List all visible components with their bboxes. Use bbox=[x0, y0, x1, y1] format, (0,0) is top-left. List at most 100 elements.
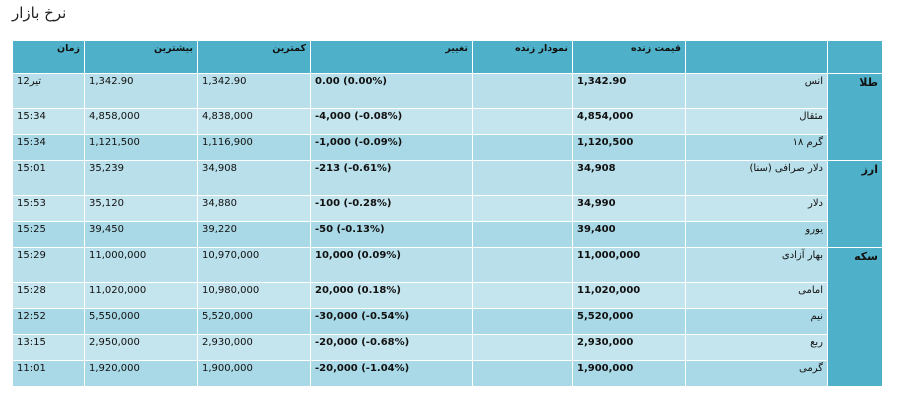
max-value-text: 1,920,000 bbox=[89, 363, 140, 374]
change-value: -20,000 (-0.68%) bbox=[310, 334, 473, 361]
live-price-text: 39,400 bbox=[577, 224, 616, 235]
time-value-text: 15:01 bbox=[17, 163, 46, 174]
max-value-text: 5,550,000 bbox=[89, 311, 140, 322]
live-price: 11,000,000 bbox=[572, 247, 686, 283]
item-name: نیم bbox=[685, 308, 828, 335]
max-value-text: 11,000,000 bbox=[89, 250, 147, 261]
item-name-text: نیم bbox=[810, 311, 823, 322]
header-group bbox=[827, 40, 883, 74]
item-name-text: گرمی bbox=[799, 363, 823, 374]
max-value-text: 4,858,000 bbox=[89, 111, 140, 122]
time-value: 13:15 bbox=[12, 334, 85, 361]
time-value-text: 15:29 bbox=[17, 250, 46, 261]
live-chart bbox=[472, 247, 573, 283]
live-chart bbox=[472, 282, 573, 309]
table-row: مثقال 4,854,000 -4,000 (-0.08%) 4,838,000 4,… bbox=[12, 108, 883, 135]
change-value-text: 20,000 (0.18%) bbox=[315, 285, 401, 296]
max-value: 11,000,000 bbox=[84, 247, 198, 283]
item-name: یورو bbox=[685, 221, 828, 248]
change-value-text: -4,000 (-0.08%) bbox=[315, 111, 403, 122]
header-max: بیشترین bbox=[84, 40, 198, 74]
header-name bbox=[685, 40, 828, 74]
time-value-text: 15:34 bbox=[17, 137, 46, 148]
max-value: 1,121,500 bbox=[84, 134, 198, 161]
time-value: 12تیر bbox=[12, 73, 85, 109]
group-label: ارز bbox=[827, 160, 883, 248]
min-value: 39,220 bbox=[197, 221, 311, 248]
time-value-text: 13:15 bbox=[17, 337, 46, 348]
header-min: کمترین bbox=[197, 40, 311, 74]
change-value-text: -50 (-0.13%) bbox=[315, 224, 385, 235]
change-value-text: -20,000 (-0.68%) bbox=[315, 337, 410, 348]
change-value: -20,000 (-1.04%) bbox=[310, 360, 473, 387]
change-value: -50 (-0.13%) bbox=[310, 221, 473, 248]
time-value: 15:53 bbox=[12, 195, 85, 222]
live-chart bbox=[472, 334, 573, 361]
live-price-text: 11,000,000 bbox=[577, 250, 641, 261]
max-value-text: 11,020,000 bbox=[89, 285, 147, 296]
table-row: گرمی 1,900,000 -20,000 (-1.04%) 1,900,000 1,… bbox=[12, 360, 883, 387]
max-value-text: 35,239 bbox=[89, 163, 124, 174]
live-chart bbox=[472, 360, 573, 387]
item-name-text: بهار آزادی bbox=[781, 250, 823, 261]
live-price: 5,520,000 bbox=[572, 308, 686, 335]
max-value: 4,858,000 bbox=[84, 108, 198, 135]
live-price-text: 2,930,000 bbox=[577, 337, 634, 348]
max-value: 1,342.90 bbox=[84, 73, 198, 109]
live-price-text: 1,120,500 bbox=[577, 137, 634, 148]
min-value: 10,980,000 bbox=[197, 282, 311, 309]
min-value-text: 2,930,000 bbox=[202, 337, 253, 348]
change-value: -1,000 (-0.09%) bbox=[310, 134, 473, 161]
page-title: نرخ بازار bbox=[12, 4, 67, 22]
item-name-text: یورو bbox=[805, 224, 823, 235]
max-value: 35,239 bbox=[84, 160, 198, 196]
max-value: 1,920,000 bbox=[84, 360, 198, 387]
table-body: طلا انس 1,342.90 0.00 (0.00%) 1,342.90 1,342.… bbox=[12, 73, 883, 387]
header-row: قیمت زنده نمودار زنده تغییر کمترین بیشتر… bbox=[12, 40, 883, 74]
item-name: دلار صرافی (سنا) bbox=[685, 160, 828, 196]
min-value-text: 1,342.90 bbox=[202, 76, 247, 87]
time-value: 15:29 bbox=[12, 247, 85, 283]
table-row: گرم ۱۸ 1,120,500 -1,000 (-0.09%) 1,116,900 1… bbox=[12, 134, 883, 161]
min-value-text: 4,838,000 bbox=[202, 111, 253, 122]
change-value: -4,000 (-0.08%) bbox=[310, 108, 473, 135]
item-name: امامی bbox=[685, 282, 828, 309]
item-name-text: امامی bbox=[798, 285, 823, 296]
item-name: بهار آزادی bbox=[685, 247, 828, 283]
min-value-text: 10,970,000 bbox=[202, 250, 260, 261]
max-value: 11,020,000 bbox=[84, 282, 198, 309]
live-chart bbox=[472, 134, 573, 161]
change-value-text: -213 (-0.61%) bbox=[315, 163, 392, 174]
table-row: امامی 11,020,000 20,000 (0.18%) 10,980,000 1… bbox=[12, 282, 883, 309]
max-value: 2,950,000 bbox=[84, 334, 198, 361]
live-price-text: 4,854,000 bbox=[577, 111, 634, 122]
live-price: 1,342.90 bbox=[572, 73, 686, 109]
min-value-text: 10,980,000 bbox=[202, 285, 260, 296]
time-value-text: 15:34 bbox=[17, 111, 46, 122]
live-chart bbox=[472, 160, 573, 196]
live-price: 34,990 bbox=[572, 195, 686, 222]
header-live-chart: نمودار زنده bbox=[472, 40, 573, 74]
item-name: انس bbox=[685, 73, 828, 109]
live-chart bbox=[472, 195, 573, 222]
change-value: 0.00 (0.00%) bbox=[310, 73, 473, 109]
time-value: 15:34 bbox=[12, 134, 85, 161]
min-value: 34,880 bbox=[197, 195, 311, 222]
item-name-text: دلار صرافی (سنا) bbox=[749, 163, 824, 174]
max-value-text: 39,450 bbox=[89, 224, 124, 235]
live-price-text: 1,342.90 bbox=[577, 76, 627, 87]
time-value-text: 11:01 bbox=[17, 363, 46, 374]
min-value: 1,342.90 bbox=[197, 73, 311, 109]
min-value-text: 34,880 bbox=[202, 198, 237, 209]
change-value: -30,000 (-0.54%) bbox=[310, 308, 473, 335]
live-price: 34,908 bbox=[572, 160, 686, 196]
live-price-text: 5,520,000 bbox=[577, 311, 634, 322]
change-value: 20,000 (0.18%) bbox=[310, 282, 473, 309]
table-row: سکه بهار آزادی 11,000,000 10,000 (0.09%) 10,… bbox=[12, 247, 883, 387]
min-value: 34,908 bbox=[197, 160, 311, 196]
max-value: 5,550,000 bbox=[84, 308, 198, 335]
min-value-text: 39,220 bbox=[202, 224, 237, 235]
live-price: 39,400 bbox=[572, 221, 686, 248]
live-price: 1,120,500 bbox=[572, 134, 686, 161]
time-value-text: 12:52 bbox=[17, 311, 46, 322]
